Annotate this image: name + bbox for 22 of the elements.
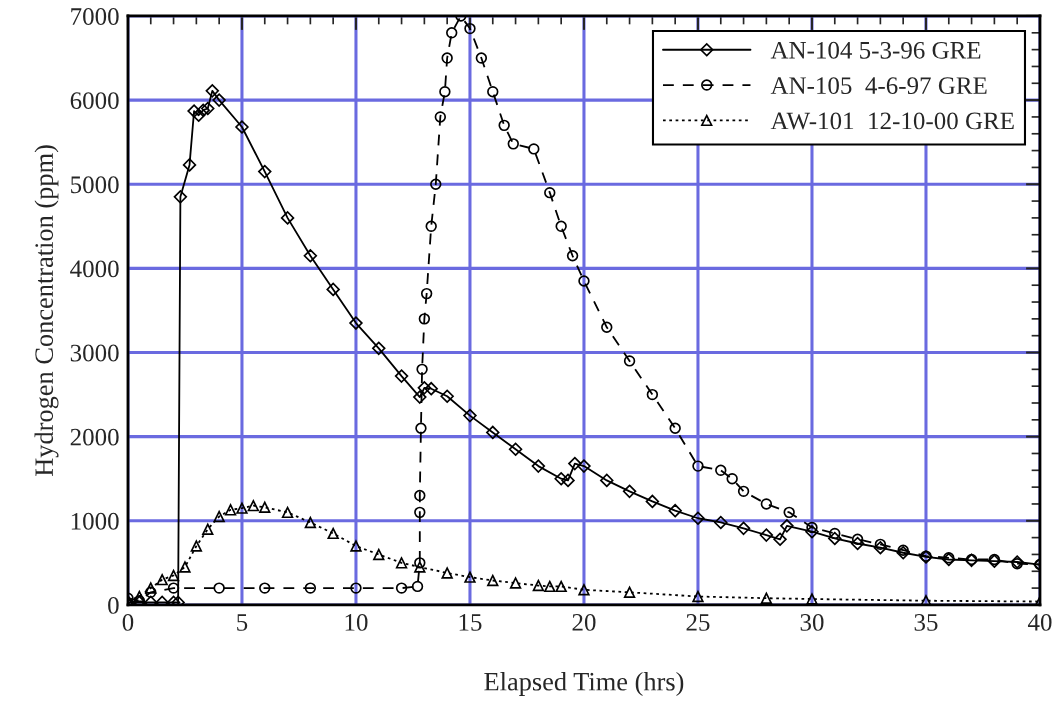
y-tick-label: 6000 [70,92,119,110]
x-tick-label: 0 [122,613,134,631]
legend-label: AN-105 4-6-97 GRE [770,77,987,95]
legend-label: AW-101 12-10-00 GRE [770,112,1014,130]
legend-label: AN-104 5-3-96 GRE [770,41,981,59]
y-tick-label: 3000 [70,344,119,362]
x-tick-label: 40 [1027,613,1052,631]
x-tick-label: 20 [572,613,596,631]
x-tick-label: 35 [914,614,938,631]
x-tick-label: 30 [800,613,824,631]
x-tick-label: 10 [345,613,368,631]
x-tick-label: 25 [686,614,710,631]
y-tick-label: 4000 [70,260,119,278]
y-tick-label: 0 [108,596,119,614]
y-tick-label: 1000 [71,512,119,530]
y-axis-title: Hydrogen Concentration (ppm) [34,145,59,477]
y-tick-label: 2000 [70,428,119,446]
y-tick-label: 7000 [71,8,119,25]
x-tick-label: 5 [237,614,248,631]
y-tick-label: 5000 [71,176,119,194]
x-axis-title: Elapsed Time (hrs) [484,672,684,696]
x-tick-label: 15 [459,614,482,631]
